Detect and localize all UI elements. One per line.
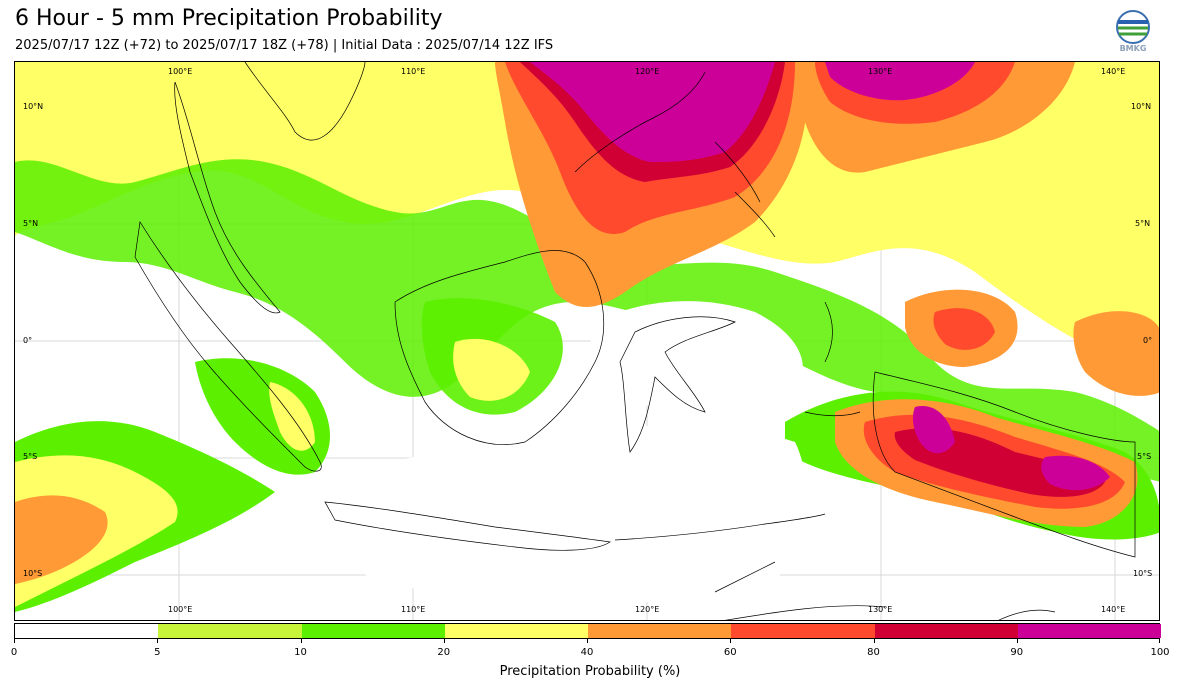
colorbar [14,623,1161,639]
lon-label-top: 140°E [1101,67,1126,76]
coastlines [134,62,1136,620]
lat-label-right: 10°S [1133,569,1153,578]
field-sw-orange [15,495,108,584]
colorbar-tick-mark [873,639,875,643]
field-north-green [15,159,1159,482]
field-java-sea-clear [313,425,806,604]
probability-fields [15,62,1159,612]
field-papua-magenta [912,406,1110,491]
colorbar-tick-label: 80 [867,647,880,658]
field-pacific-magenta [825,62,975,101]
chart-subtitle: 2025/07/17 12Z (+72) to 2025/07/17 18Z (… [15,38,554,53]
chart-title: 6 Hour - 5 mm Precipitation Probability [15,6,443,31]
precipitation-map: 100°E 110°E 120°E 130°E 140°E 100°E 110°… [14,61,1160,621]
colorbar-tick-label: 60 [723,647,737,658]
lat-label-left: 0° [23,336,33,345]
colorbar-tick-label: 40 [580,647,594,658]
lon-label-bottom: 100°E [168,605,193,614]
colorbar-tick-mark [587,639,588,643]
colorbar-tick-mark [1159,639,1160,643]
colorbar-tick-label: 20 [437,647,451,658]
colorbar-segment [444,624,588,638]
colorbar-segment [1017,624,1161,638]
colorbar-tick-mark [443,639,445,643]
lon-label-bottom: 140°E [1101,605,1126,614]
colorbar-segment [588,624,732,638]
lon-label-bottom: 120°E [635,605,660,614]
field-borneo-yellow [453,338,530,401]
colorbar-segment [158,624,302,638]
colorbar-label: Precipitation Probability (%) [499,664,681,679]
lat-label-left: 10°N [23,102,44,111]
lat-label-right: 5°N [1135,219,1151,228]
colorbar-segment [301,624,445,638]
lon-label-bottom: 130°E [868,605,893,614]
field-celebes-clear [587,301,803,410]
colorbar-tick-mark [730,639,732,643]
colorbar-tick-mark [157,639,159,643]
lon-label-top: 100°E [168,67,193,76]
logo-text: BMKG [1119,44,1147,53]
lat-label-right: 0° [1143,336,1153,345]
field-east-red [933,308,995,350]
colorbar-tick-label: 100 [1150,647,1170,658]
colorbar-tick-mark [14,639,15,643]
lat-label-left: 5°N [23,219,39,228]
colorbar-segment [731,624,875,638]
bmkg-logo-icon [1116,10,1150,44]
colorbar-tick-mark [300,639,302,643]
lon-label-top: 120°E [635,67,660,76]
colorbar-tick-label: 5 [154,647,161,658]
lat-label-left: 5°S [23,452,38,461]
lon-label-top: 110°E [401,67,426,76]
colorbar-tick-label: 10 [294,647,307,658]
lon-label-top: 130°E [868,67,893,76]
colorbar-segment [15,624,159,638]
colorbar-tick-mark [1016,639,1018,643]
lat-label-left: 10°S [23,569,43,578]
colorbar-tick-label: 0 [10,647,18,658]
lon-label-bottom: 110°E [401,605,426,614]
lat-label-right: 5°S [1137,452,1152,461]
lat-label-right: 10°N [1131,102,1152,111]
field-philippines-magenta [530,62,775,162]
map-canvas [15,62,1159,620]
colorbar-segment [874,624,1018,638]
colorbar-tick-label: 90 [1010,647,1024,658]
